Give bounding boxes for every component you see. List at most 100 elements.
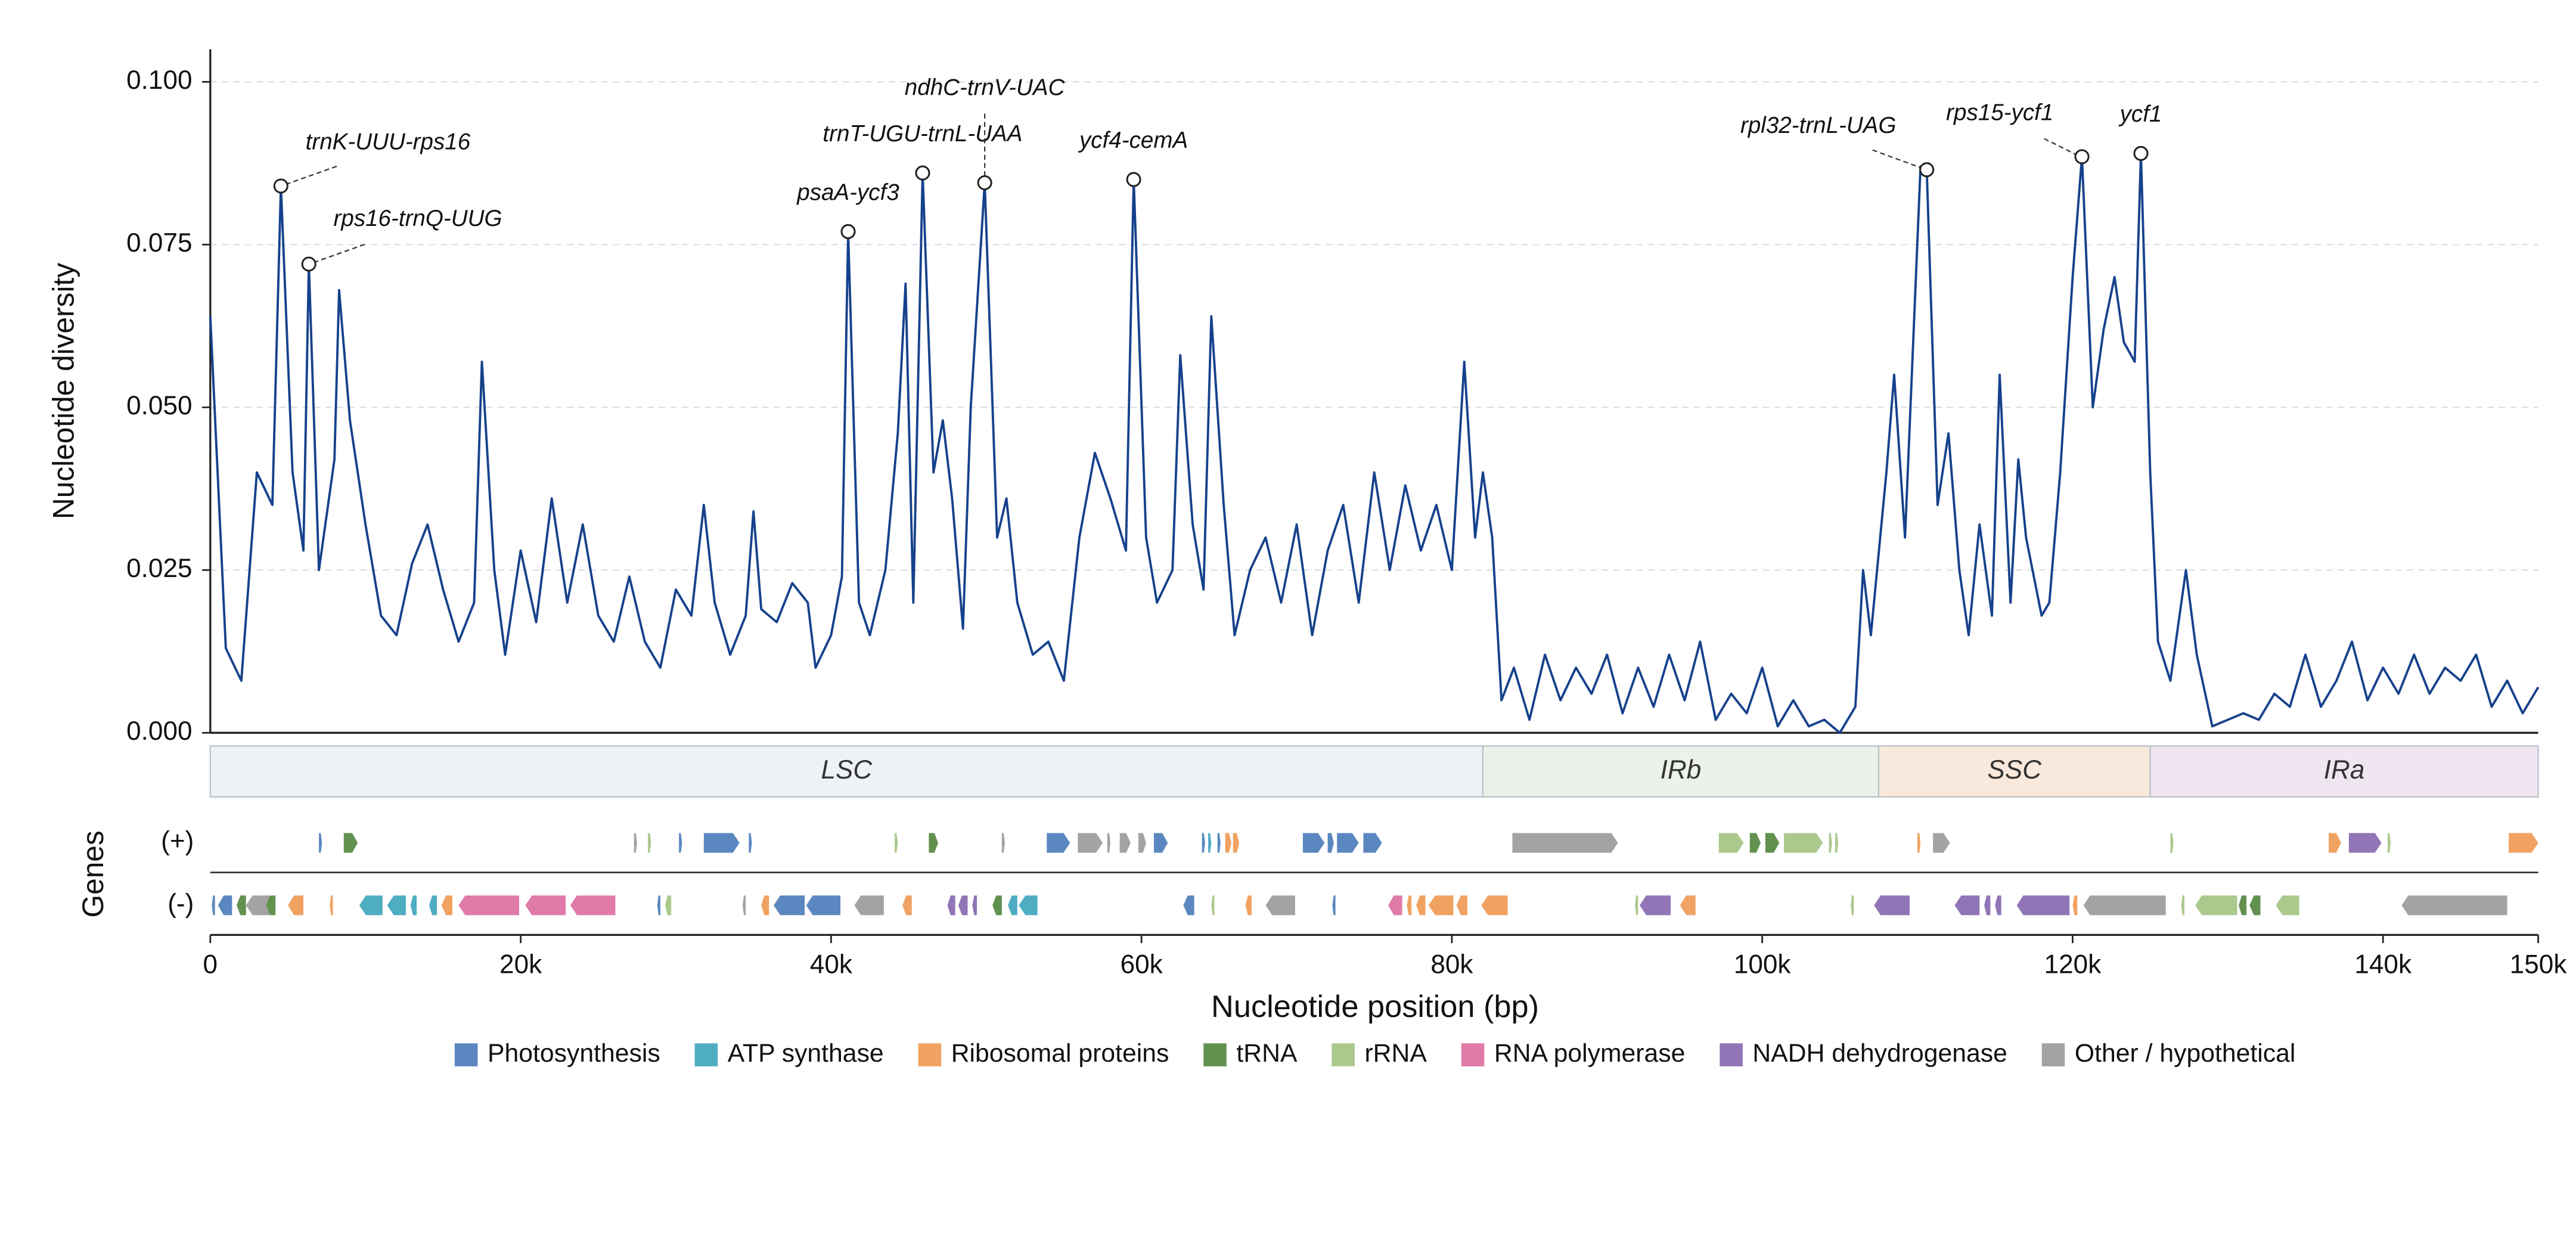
gene bbox=[343, 833, 358, 853]
gene bbox=[1047, 833, 1070, 853]
legend-label: Ribosomal proteins bbox=[951, 1039, 1169, 1068]
gene bbox=[1217, 833, 1221, 853]
gene bbox=[212, 895, 215, 916]
annotation: ycf1 bbox=[2118, 101, 2162, 127]
gene bbox=[2249, 895, 2261, 916]
gene bbox=[902, 895, 912, 916]
gene bbox=[1851, 895, 1854, 916]
y-tick-label: 0.100 bbox=[126, 66, 192, 95]
gene bbox=[1874, 895, 1910, 916]
legend-label: rRNA bbox=[1364, 1039, 1427, 1068]
gene bbox=[895, 833, 898, 853]
gene bbox=[330, 895, 333, 916]
gene bbox=[1718, 833, 1744, 853]
gene bbox=[665, 895, 672, 916]
gene bbox=[1245, 895, 1252, 916]
legend-swatch bbox=[694, 1043, 718, 1066]
gene bbox=[458, 895, 519, 916]
legend-swatch bbox=[1332, 1043, 1355, 1066]
legend-label: ATP synthase bbox=[728, 1039, 884, 1068]
gene bbox=[1407, 895, 1412, 916]
legend-swatch bbox=[2041, 1043, 2065, 1066]
gene bbox=[2072, 895, 2078, 916]
diversity-line bbox=[209, 152, 2540, 734]
gene bbox=[1363, 833, 1382, 853]
annotation: trnT-UGU-trnL-UAA bbox=[823, 121, 1022, 147]
gene bbox=[1388, 895, 1402, 916]
gene bbox=[246, 895, 269, 916]
x-tick-label: 100k bbox=[1734, 950, 1792, 979]
gene bbox=[1208, 833, 1212, 853]
gene bbox=[1183, 895, 1194, 916]
gene bbox=[1211, 895, 1215, 916]
gene bbox=[806, 895, 840, 916]
gene bbox=[218, 895, 232, 916]
x-axis-label: Nucleotide position (bp) bbox=[1211, 990, 1539, 1024]
legend-swatch bbox=[1461, 1043, 1485, 1066]
gene bbox=[742, 895, 746, 916]
peak-marker bbox=[840, 224, 856, 240]
annotation: ycf4-cemA bbox=[1078, 128, 1188, 153]
gene bbox=[634, 833, 637, 853]
gene bbox=[1765, 833, 1780, 853]
region bbox=[2149, 745, 2539, 798]
gene bbox=[1225, 833, 1232, 853]
gene bbox=[1327, 833, 1334, 853]
y-tick-label: 0.000 bbox=[126, 717, 192, 746]
gene bbox=[1265, 895, 1295, 916]
gene bbox=[657, 895, 660, 916]
gene bbox=[2083, 895, 2166, 916]
y-axis-label: Nucleotide diversity bbox=[46, 263, 80, 519]
y-tick-label: 0.025 bbox=[126, 554, 192, 583]
gene bbox=[1001, 833, 1005, 853]
gene bbox=[2016, 895, 2070, 916]
gene bbox=[1428, 895, 1454, 916]
legend-swatch bbox=[1720, 1043, 1743, 1066]
x-tick-label: 0 bbox=[203, 950, 218, 979]
gene bbox=[1917, 833, 1921, 853]
y-tick-label: 0.050 bbox=[126, 391, 192, 420]
leader-line bbox=[1872, 149, 1922, 169]
peak-marker bbox=[2074, 149, 2090, 165]
gene bbox=[1933, 833, 1950, 853]
gene bbox=[2509, 833, 2538, 853]
gene bbox=[2181, 895, 2184, 916]
legend-swatch bbox=[1203, 1043, 1227, 1066]
gene bbox=[1829, 833, 1832, 853]
gene bbox=[1639, 895, 1671, 916]
legend-label: NADH dehydrogenase bbox=[1752, 1039, 2007, 1068]
legend-swatch bbox=[918, 1043, 942, 1066]
gene bbox=[761, 895, 769, 916]
gene bbox=[1107, 833, 1111, 853]
x-tick-label: 20k bbox=[499, 950, 542, 979]
gene bbox=[266, 895, 276, 916]
gene bbox=[1749, 833, 1761, 853]
track-label: (-) bbox=[167, 889, 194, 918]
gene bbox=[1456, 895, 1467, 916]
legend-label: RNA polymerase bbox=[1494, 1039, 1686, 1068]
gene bbox=[319, 833, 322, 853]
gene bbox=[429, 895, 437, 916]
gene bbox=[2276, 895, 2299, 916]
gene bbox=[1635, 895, 1638, 916]
x-tick-label: 40k bbox=[810, 950, 853, 979]
leader-line bbox=[314, 243, 365, 263]
legend-label: Other / hypothetical bbox=[2075, 1039, 2295, 1068]
x-tick-label: 140k bbox=[2354, 950, 2412, 979]
peak-marker bbox=[273, 178, 288, 194]
gene bbox=[1008, 895, 1017, 916]
gene bbox=[2195, 895, 2237, 916]
annotation: rpl32-trnL-UAG bbox=[1740, 113, 1897, 138]
gene bbox=[703, 833, 740, 853]
peak-marker bbox=[915, 165, 930, 181]
gene bbox=[288, 895, 304, 916]
gene bbox=[1784, 833, 1823, 853]
gene bbox=[2170, 833, 2174, 853]
gene bbox=[1512, 833, 1618, 853]
region-label: IRb bbox=[1661, 755, 1702, 784]
gene bbox=[854, 895, 884, 916]
genes-label: Genes bbox=[76, 830, 110, 917]
gene bbox=[1995, 895, 2001, 916]
gene bbox=[1119, 833, 1131, 853]
